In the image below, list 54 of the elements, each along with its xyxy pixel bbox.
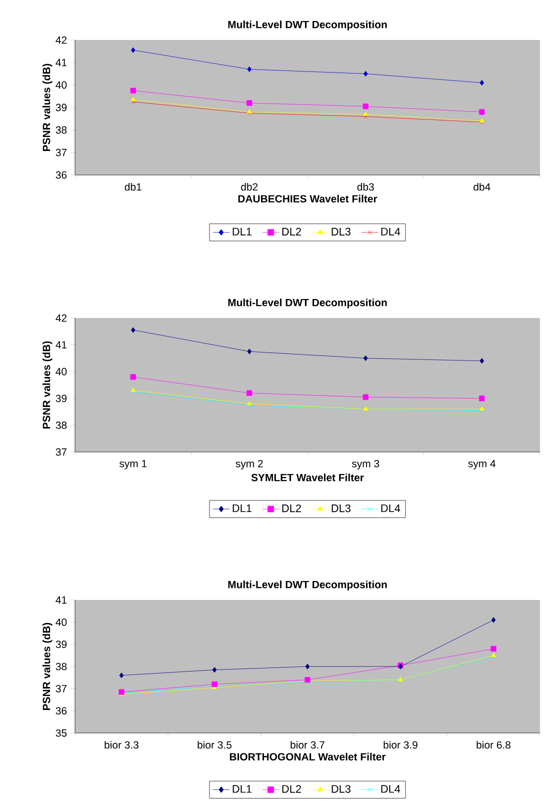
legend-label: DL4: [381, 785, 400, 793]
y-axis-title: PSNR values (dB): [42, 64, 52, 151]
y-tick-label: 37: [56, 448, 67, 456]
x-axis-title: DAUBECHIES Wavelet Filter: [238, 194, 378, 202]
x-tick-label: bior 3.7: [290, 740, 324, 749]
legend-label: DL2: [282, 785, 301, 793]
legend-label: DL4: [381, 228, 400, 236]
legend-label: DL3: [332, 504, 351, 512]
y-tick-label: 38: [56, 422, 67, 429]
y-tick-label: 42: [56, 36, 67, 44]
legend-label: DL1: [232, 228, 252, 236]
x-tick-label: sym 4: [468, 460, 496, 470]
y-tick-label: 42: [56, 314, 67, 322]
y-tick-label: 40: [56, 618, 67, 626]
y-tick-label: 39: [56, 104, 67, 112]
y-tick-label: 35: [56, 729, 67, 737]
x-axis-title: SYMLET Wavelet Filter: [251, 474, 364, 482]
x-axis-title: BIORTHOGONAL Wavelet Filter: [230, 752, 386, 760]
x-tick-label: bior 3.9: [384, 740, 418, 749]
y-tick-label: 38: [56, 126, 67, 134]
x-tick-label: bior 3.3: [104, 740, 138, 749]
y-tick-label: 40: [56, 81, 67, 89]
x-tick-label: bior 6.8: [476, 740, 510, 749]
y-tick-label: 39: [56, 640, 67, 648]
y-tick-label: 36: [56, 171, 67, 179]
y-tick-label: 41: [56, 596, 67, 604]
chart-title: Multi-Level DWT Decomposition: [228, 298, 387, 308]
x-tick-label: sym 3: [352, 460, 380, 470]
x-tick-label: db3: [357, 182, 374, 191]
chart-title: Multi-Level DWT Decomposition: [228, 580, 387, 590]
legend-label: DL1: [232, 504, 252, 512]
x-tick-label: db4: [474, 182, 490, 191]
legend-label: DL2: [282, 504, 301, 512]
x-tick-label: db2: [241, 182, 258, 191]
y-tick-label: 36: [56, 707, 67, 715]
chart-title: Multi-Level DWT Decomposition: [228, 20, 387, 30]
y-tick-label: 38: [56, 662, 67, 670]
x-tick-label: bior 3.5: [198, 740, 232, 749]
legend-label: DL4: [381, 504, 400, 512]
y-tick-label: 41: [56, 58, 67, 66]
y-tick-label: 37: [56, 148, 67, 156]
y-axis-title: PSNR values (dB): [42, 622, 52, 710]
y-tick-label: 39: [56, 394, 67, 402]
y-tick-label: 40: [56, 368, 67, 376]
y-tick-label: 41: [56, 341, 67, 348]
legend-label: DL3: [332, 785, 351, 793]
legend-label: DL2: [282, 228, 301, 236]
x-tick-label: sym 1: [119, 460, 147, 470]
x-tick-label: sym 2: [236, 460, 263, 470]
x-tick-label: db1: [124, 182, 142, 191]
y-tick-label: 37: [56, 684, 67, 692]
y-axis-title: PSNR values (dB): [42, 341, 52, 428]
legend-label: DL1: [232, 785, 252, 793]
legend-label: DL3: [332, 228, 351, 236]
